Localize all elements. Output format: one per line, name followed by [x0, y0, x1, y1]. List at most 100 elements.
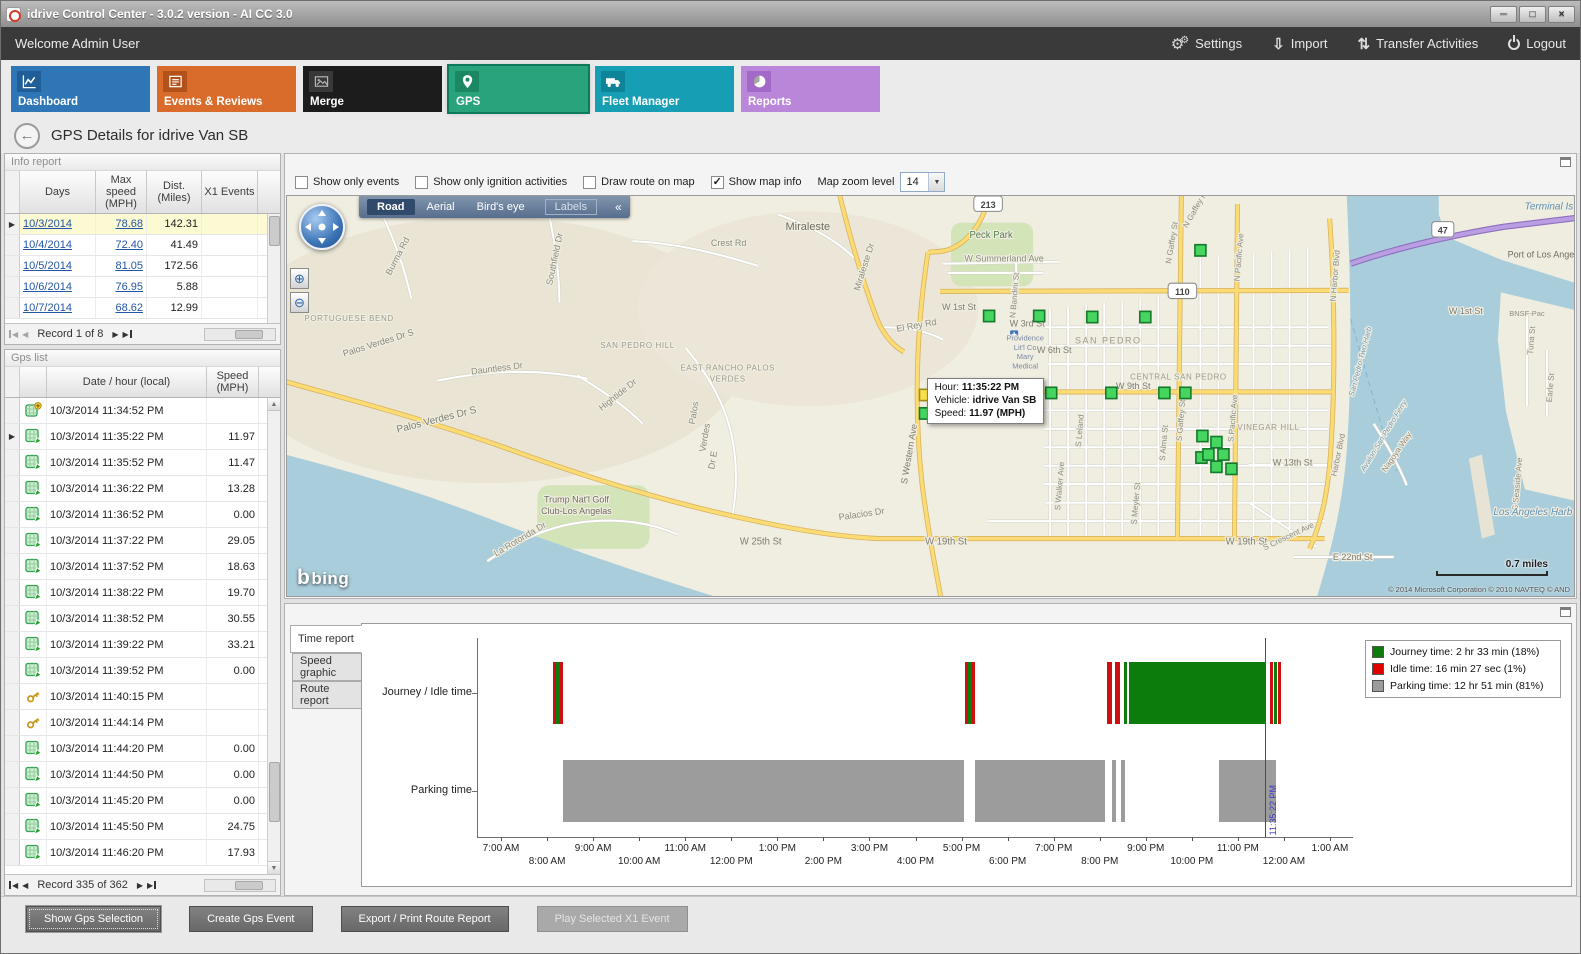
first-record-button[interactable]: ◀ — [9, 330, 18, 339]
report-tab-time-report[interactable]: Time report — [290, 625, 362, 653]
checkbox-show-only-events[interactable]: Show only events — [295, 175, 399, 189]
prev-record-button[interactable]: ◀ — [22, 329, 29, 339]
map-marker[interactable] — [1194, 243, 1207, 257]
map-marker[interactable] — [982, 309, 996, 323]
nav-tile-reports[interactable]: Reports — [741, 66, 880, 112]
checkbox-box[interactable] — [415, 175, 429, 189]
topbar-action-settings[interactable]: ⚙ ⚙ Settings — [1171, 35, 1242, 53]
scrollbar-thumb[interactable] — [235, 329, 263, 339]
pan-west-icon[interactable] — [305, 223, 311, 231]
nav-tile-dashboard[interactable]: Dashboard — [11, 66, 150, 112]
report-tab-route-report[interactable]: Route report — [292, 681, 361, 709]
info-report-scrollbar[interactable] — [267, 214, 280, 323]
nav-tile-fleet-manager[interactable]: Fleet Manager — [595, 66, 734, 112]
gps-list-row[interactable]: 10/3/2014 11:46:20 PM 17.93 — [5, 840, 267, 866]
window-titlebar[interactable]: idrive Control Center - 3.0.2 version - … — [1, 1, 1580, 27]
map-marker[interactable] — [1217, 448, 1230, 461]
pager-scrollbar[interactable] — [204, 327, 276, 341]
info-column-max-speed-mph[interactable]: Max speed (MPH) — [96, 171, 147, 213]
chevron-down-icon[interactable]: ▼ — [928, 173, 945, 191]
max-speed-link[interactable]: 78.68 — [96, 214, 147, 234]
last-record-button[interactable]: ▶ — [123, 330, 132, 339]
map-view-tab-road[interactable]: Road — [367, 199, 415, 215]
info-report-row[interactable]: 10/7/2014 68.62 12.99 — [5, 298, 267, 319]
map-image[interactable]: Miraleste Peck Park W Summerland Ave Crest … — [287, 196, 1574, 596]
days-link[interactable]: 10/7/2014 — [20, 298, 96, 318]
map-view-tab-bird-s-eye[interactable]: Bird's eye — [476, 201, 525, 213]
gps-list-row[interactable]: 10/3/2014 11:37:52 PM 18.63 — [5, 554, 267, 580]
pan-north-icon[interactable] — [318, 210, 326, 216]
checkbox-show-map-info[interactable]: ✓ Show map info — [710, 175, 801, 189]
map-marker[interactable] — [1158, 386, 1171, 400]
zoom-out-button[interactable]: ⊖ — [290, 292, 309, 313]
next-record-button[interactable]: ▶ — [136, 880, 143, 890]
scrollbar-thumb[interactable] — [268, 216, 280, 246]
checkbox-box[interactable] — [583, 175, 597, 189]
pan-south-icon[interactable] — [318, 238, 326, 244]
footer-button-export-print-route-report[interactable]: Export / Print Route Report — [340, 906, 509, 932]
map-pan-control[interactable] — [299, 204, 345, 250]
checkbox-draw-route-on-map[interactable]: Draw route on map — [583, 175, 695, 189]
scroll-up-button[interactable]: ▲ — [267, 398, 280, 411]
map-view-tab-aerial[interactable]: Aerial — [426, 201, 455, 213]
map-marker[interactable] — [1044, 386, 1058, 400]
time-cursor-line[interactable] — [1264, 638, 1266, 837]
info-column-dist-miles[interactable]: Dist. (Miles) — [147, 171, 202, 213]
info-column-x1-events[interactable]: X1 Events — [202, 171, 258, 213]
footer-button-create-gps-event[interactable]: Create Gps Event — [189, 906, 313, 932]
map-marker[interactable] — [1225, 462, 1238, 476]
map-marker[interactable] — [1104, 386, 1118, 400]
gps-list-scrollbar[interactable]: ▲ ▼ — [267, 398, 280, 874]
pan-east-icon[interactable] — [333, 223, 339, 231]
gps-list-row[interactable]: 10/3/2014 11:37:22 PM 29.05 — [5, 528, 267, 554]
gps-list-row[interactable]: 10/3/2014 11:38:22 PM 19.70 — [5, 580, 267, 606]
topbar-action-import[interactable]: ⇩ Import — [1272, 35, 1327, 53]
maximize-panel-icon[interactable] — [1560, 157, 1571, 167]
gps-list-row[interactable]: 10/3/2014 11:34:52 PM — [5, 398, 267, 424]
checkbox-show-only-ignition-activities[interactable]: Show only ignition activities — [415, 175, 567, 189]
first-record-button[interactable]: ◀ — [9, 881, 18, 890]
map-marker[interactable] — [1210, 460, 1223, 474]
gps-list-row[interactable]: 10/3/2014 11:35:52 PM 11.47 — [5, 450, 267, 476]
footer-button-show-gps-selection[interactable]: Show Gps Selection — [26, 906, 162, 932]
gps-list-row[interactable]: 10/3/2014 11:40:15 PM — [5, 684, 267, 710]
topbar-action-logout[interactable]: Logout — [1508, 36, 1566, 51]
days-link[interactable]: 10/3/2014 — [20, 214, 96, 234]
gps-list-row[interactable]: 10/3/2014 11:45:50 PM 24.75 — [5, 814, 267, 840]
nav-tile-events-reviews[interactable]: Events & Reviews — [157, 66, 296, 112]
gps-list-row[interactable]: 10/3/2014 11:44:50 PM 0.00 — [5, 762, 267, 788]
info-report-row[interactable]: 10/4/2014 72.40 41.49 — [5, 235, 267, 256]
map-view-tab-labels[interactable]: Labels — [544, 199, 597, 215]
gps-list-row[interactable]: 10/3/2014 11:44:14 PM — [5, 710, 267, 736]
map-marker[interactable] — [1202, 448, 1215, 461]
info-report-row[interactable]: ▶ 10/3/2014 78.68 142.31 — [5, 214, 267, 235]
map-marker[interactable] — [1179, 386, 1192, 400]
maximize-button[interactable]: □ — [1519, 5, 1546, 23]
map-zoom-select[interactable]: 14 ▼ — [900, 172, 946, 192]
info-report-row[interactable]: 10/5/2014 81.05 172.56 — [5, 256, 267, 277]
zoom-in-button[interactable]: ⊕ — [290, 268, 309, 289]
map-tabs-collapse-button[interactable]: « — [615, 200, 622, 214]
topbar-action-transfer-activities[interactable]: ⇅ Transfer Activities — [1358, 35, 1479, 53]
scrollbar-thumb[interactable] — [235, 880, 263, 890]
checkbox-box[interactable] — [295, 175, 308, 189]
days-link[interactable]: 10/6/2014 — [20, 277, 96, 297]
gps-list-row[interactable]: 10/3/2014 11:39:22 PM 33.21 — [5, 632, 267, 658]
pan-center-icon[interactable] — [318, 223, 326, 231]
gps-list-row[interactable]: 10/3/2014 11:45:20 PM 0.00 — [5, 788, 267, 814]
max-speed-link[interactable]: 76.95 — [96, 277, 147, 297]
pager-scrollbar[interactable] — [204, 878, 276, 892]
nav-tile-gps[interactable]: GPS — [449, 66, 588, 112]
gps-column-date-hour-local[interactable]: Date / hour (local) — [47, 367, 207, 397]
gps-list-row[interactable]: 10/3/2014 11:36:22 PM 13.28 — [5, 476, 267, 502]
prev-record-button[interactable]: ◀ — [22, 880, 29, 890]
gps-list-row[interactable]: 10/3/2014 11:39:52 PM 0.00 — [5, 658, 267, 684]
next-record-button[interactable]: ▶ — [112, 329, 119, 339]
gps-list-row[interactable]: 10/3/2014 11:38:52 PM 30.55 — [5, 606, 267, 632]
days-link[interactable]: 10/5/2014 — [20, 256, 96, 276]
gps-list-row[interactable]: 10/3/2014 11:36:52 PM 0.00 — [5, 502, 267, 528]
minimize-button[interactable]: ─ — [1490, 5, 1517, 23]
report-tab-speed-graphic[interactable]: Speed graphic — [292, 653, 361, 681]
info-column-days[interactable]: Days — [20, 171, 96, 213]
gps-list-row[interactable]: ▶ 10/3/2014 11:35:22 PM 11.97 — [5, 424, 267, 450]
